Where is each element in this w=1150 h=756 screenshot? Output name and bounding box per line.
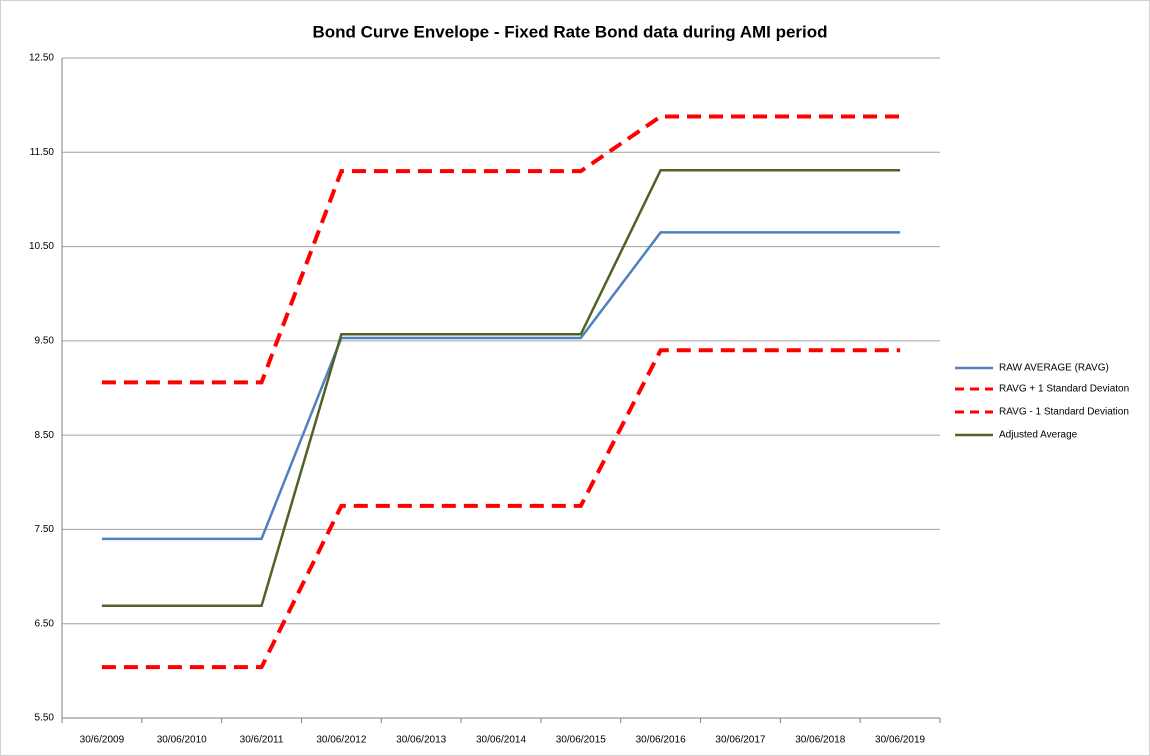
y-tick-label: 8.50 [35, 430, 55, 441]
y-tick-label: 6.50 [35, 618, 55, 629]
x-tick-label: 30/06/2013 [396, 735, 446, 746]
y-tick-label: 10.50 [29, 241, 54, 252]
x-tick-label: 30/06/2018 [795, 735, 845, 746]
y-tick-label: 9.50 [35, 335, 55, 346]
x-tick-label: 30/06/2017 [715, 735, 765, 746]
x-tick-label: 30/06/2010 [157, 735, 207, 746]
y-tick-label: 12.50 [29, 53, 54, 64]
series-line [101, 168, 901, 608]
series-line [101, 231, 901, 541]
y-tick-label: 11.50 [30, 147, 55, 158]
series-line [101, 114, 901, 385]
legend-label: RAVG - 1 Standard Deviation [999, 407, 1129, 418]
x-tick-label: 30/06/2015 [556, 735, 606, 746]
legend-label: Adjusted Average [999, 430, 1078, 441]
legend-label: RAVG + 1 Standard Deviaton [999, 384, 1129, 395]
y-tick-label: 5.50 [35, 713, 55, 724]
x-tick-label: 30/6/2009 [80, 735, 125, 746]
y-tick-label: 7.50 [35, 524, 55, 535]
x-tick-label: 30/6/2011 [240, 735, 284, 746]
x-tick-label: 30/06/2014 [476, 735, 526, 746]
legend-label: RAW AVERAGE (RAVG) [999, 363, 1109, 374]
x-tick-label: 30/06/2019 [875, 735, 925, 746]
chart-title: Bond Curve Envelope - Fixed Rate Bond da… [312, 22, 827, 41]
x-tick-label: 30/06/2012 [316, 735, 366, 746]
x-tick-label: 30/06/2016 [636, 735, 686, 746]
series-line [101, 348, 901, 670]
